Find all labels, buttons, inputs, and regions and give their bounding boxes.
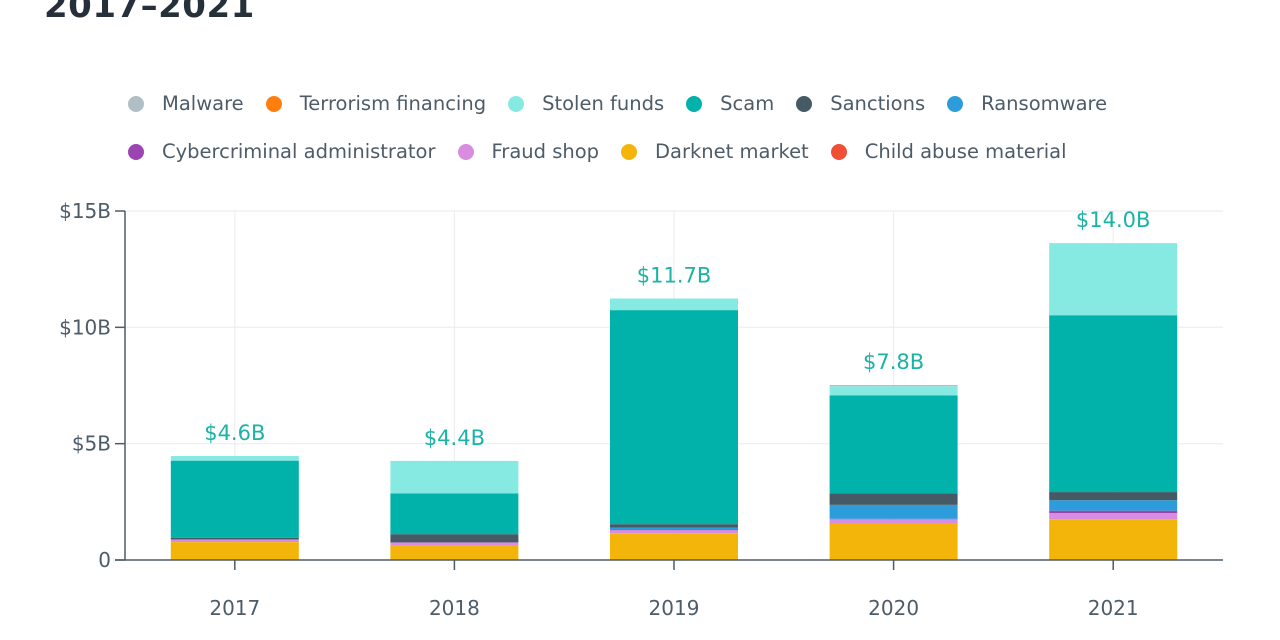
x-tick-label: 2018 — [429, 596, 480, 620]
bar-segment-sanctions[interactable] — [829, 493, 958, 505]
legend-dot-icon — [128, 95, 144, 112]
legend-item-stolen-funds[interactable]: Stolen funds — [508, 92, 664, 115]
legend-item-fraud-shop[interactable]: Fraud shop — [457, 140, 600, 163]
bar-segment-stolen-funds[interactable] — [1049, 243, 1178, 316]
bar-segment-sanctions[interactable] — [170, 537, 299, 540]
legend-item-child-abuse-material[interactable]: Child abuse material — [830, 140, 1067, 163]
legend-dot-icon — [128, 143, 144, 160]
legend-dot-icon — [265, 95, 282, 112]
legend-item-scam[interactable]: Scam — [686, 92, 774, 115]
legend-item-ransomware[interactable]: Ransomware — [947, 92, 1107, 115]
legend-dot-icon — [947, 95, 964, 112]
legend-label: Darknet market — [655, 140, 809, 163]
bar-segment-darknet-market[interactable] — [170, 542, 299, 560]
legend-label: Sanctions — [830, 92, 926, 115]
legend-item-terrorism-financing[interactable]: Terrorism financing — [265, 92, 487, 115]
legend-label: Scam — [720, 92, 775, 115]
y-tick-label: $10B — [59, 315, 111, 339]
bar-segment-fraud-shop[interactable] — [1049, 513, 1178, 520]
bar-segment-darknet-market[interactable] — [610, 533, 738, 560]
bar-segment-stolen-funds[interactable] — [390, 460, 519, 494]
legend-label: Malware — [162, 92, 244, 115]
legend-dot-icon — [830, 143, 847, 160]
bar-segment-darknet-market[interactable] — [390, 545, 519, 560]
bar-total-label: $14.0B — [1076, 208, 1151, 232]
legend-label: Child abuse material — [864, 140, 1067, 163]
x-tick-label: 2020 — [868, 596, 919, 620]
bar-segment-ransomware[interactable] — [829, 504, 958, 519]
bar-segment-cybercriminal-administrator[interactable] — [610, 529, 738, 531]
legend-item-malware[interactable]: Malware — [128, 92, 244, 115]
legend-label: Cybercriminal administrator — [162, 140, 436, 163]
bar-segment-scam[interactable] — [1049, 315, 1178, 493]
bar-total-label: $4.6B — [204, 421, 265, 445]
bar-total-label: $4.4B — [424, 426, 485, 450]
bar-segment-scam[interactable] — [610, 310, 738, 525]
y-tick-label: $15B — [59, 199, 111, 223]
bar-segment-darknet-market[interactable] — [829, 523, 958, 560]
legend-dot-icon — [621, 143, 638, 160]
bar-segment-fraud-shop[interactable] — [170, 539, 299, 543]
bar-segment-scam[interactable] — [829, 395, 958, 494]
bar-segment-fraud-shop[interactable] — [829, 519, 958, 524]
bar-segment-stolen-funds[interactable] — [610, 298, 738, 311]
bar-segment-stolen-funds[interactable] — [170, 455, 299, 461]
bar-segment-fraud-shop[interactable] — [390, 542, 519, 546]
bar-segment-cybercriminal-administrator[interactable] — [170, 539, 299, 540]
y-tick-label: 0 — [98, 548, 111, 572]
bar-total-label: $7.8B — [863, 350, 924, 374]
legend-item-darknet-market[interactable]: Darknet market — [621, 140, 809, 163]
bar-segment-fraud-shop[interactable] — [610, 530, 738, 534]
bar-segment-scam[interactable] — [390, 493, 519, 535]
bar-segment-ransomware[interactable] — [1049, 500, 1178, 511]
legend-dot-icon — [457, 143, 474, 160]
bar-total-label: $11.7B — [637, 263, 712, 287]
legend-label: Fraud shop — [491, 140, 600, 163]
bar-segment-sanctions[interactable] — [610, 524, 738, 528]
legend-dot-icon — [686, 95, 703, 112]
bar-segment-stolen-funds[interactable] — [829, 386, 958, 396]
legend-item-sanctions[interactable]: Sanctions — [796, 92, 925, 115]
x-tick-label: 2017 — [209, 596, 260, 620]
y-tick-label: $5B — [72, 432, 111, 456]
bar-segment-darknet-market[interactable] — [1049, 519, 1178, 560]
legend-label: Terrorism financing — [299, 92, 487, 115]
bar-segment-sanctions[interactable] — [390, 534, 519, 543]
bar-segment-sanctions[interactable] — [1049, 492, 1178, 501]
bar-segment-scam[interactable] — [170, 460, 299, 538]
legend-item-cybercriminal-administrator[interactable]: Cybercriminal administrator — [128, 140, 436, 163]
legend-dot-icon — [508, 95, 525, 112]
x-tick-label: 2021 — [1088, 596, 1139, 620]
legend-row-2: Cybercriminal administrator Fraud shop Dar… — [128, 140, 1089, 163]
bar-segment-malware[interactable] — [829, 385, 958, 387]
bar-segment-cybercriminal-administrator[interactable] — [1049, 510, 1178, 514]
legend-row-1: Malware Terrorism financing Stolen funds Sc… — [128, 92, 1129, 115]
legend-label: Ransomware — [981, 92, 1108, 115]
legend-dot-icon — [796, 95, 813, 112]
bar-segment-ransomware[interactable] — [610, 527, 738, 530]
chart-title: 2017–2021 — [44, 0, 255, 26]
x-tick-label: 2019 — [649, 596, 700, 620]
legend-label: Stolen funds — [542, 92, 665, 115]
